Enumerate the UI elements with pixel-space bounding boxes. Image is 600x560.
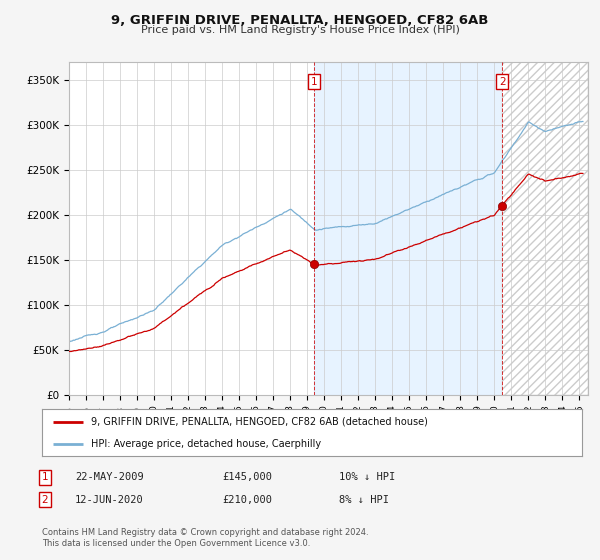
Text: 2: 2 <box>499 77 505 87</box>
Text: 22-MAY-2009: 22-MAY-2009 <box>75 472 144 482</box>
Text: 2: 2 <box>41 494 49 505</box>
Text: 9, GRIFFIN DRIVE, PENALLTA, HENGOED, CF82 6AB (detached house): 9, GRIFFIN DRIVE, PENALLTA, HENGOED, CF8… <box>91 417 427 427</box>
Text: 10% ↓ HPI: 10% ↓ HPI <box>339 472 395 482</box>
Text: Contains HM Land Registry data © Crown copyright and database right 2024.
This d: Contains HM Land Registry data © Crown c… <box>42 528 368 548</box>
Text: HPI: Average price, detached house, Caerphilly: HPI: Average price, detached house, Caer… <box>91 438 321 449</box>
Bar <box>502 62 588 395</box>
Text: £210,000: £210,000 <box>222 494 272 505</box>
Bar <box>314 62 502 395</box>
Text: 9, GRIFFIN DRIVE, PENALLTA, HENGOED, CF82 6AB: 9, GRIFFIN DRIVE, PENALLTA, HENGOED, CF8… <box>112 14 488 27</box>
Text: £145,000: £145,000 <box>222 472 272 482</box>
Text: 1: 1 <box>310 77 317 87</box>
Text: Price paid vs. HM Land Registry's House Price Index (HPI): Price paid vs. HM Land Registry's House … <box>140 25 460 35</box>
Text: 8% ↓ HPI: 8% ↓ HPI <box>339 494 389 505</box>
Bar <box>502 62 588 395</box>
Text: 1: 1 <box>41 472 49 482</box>
Text: 12-JUN-2020: 12-JUN-2020 <box>75 494 144 505</box>
